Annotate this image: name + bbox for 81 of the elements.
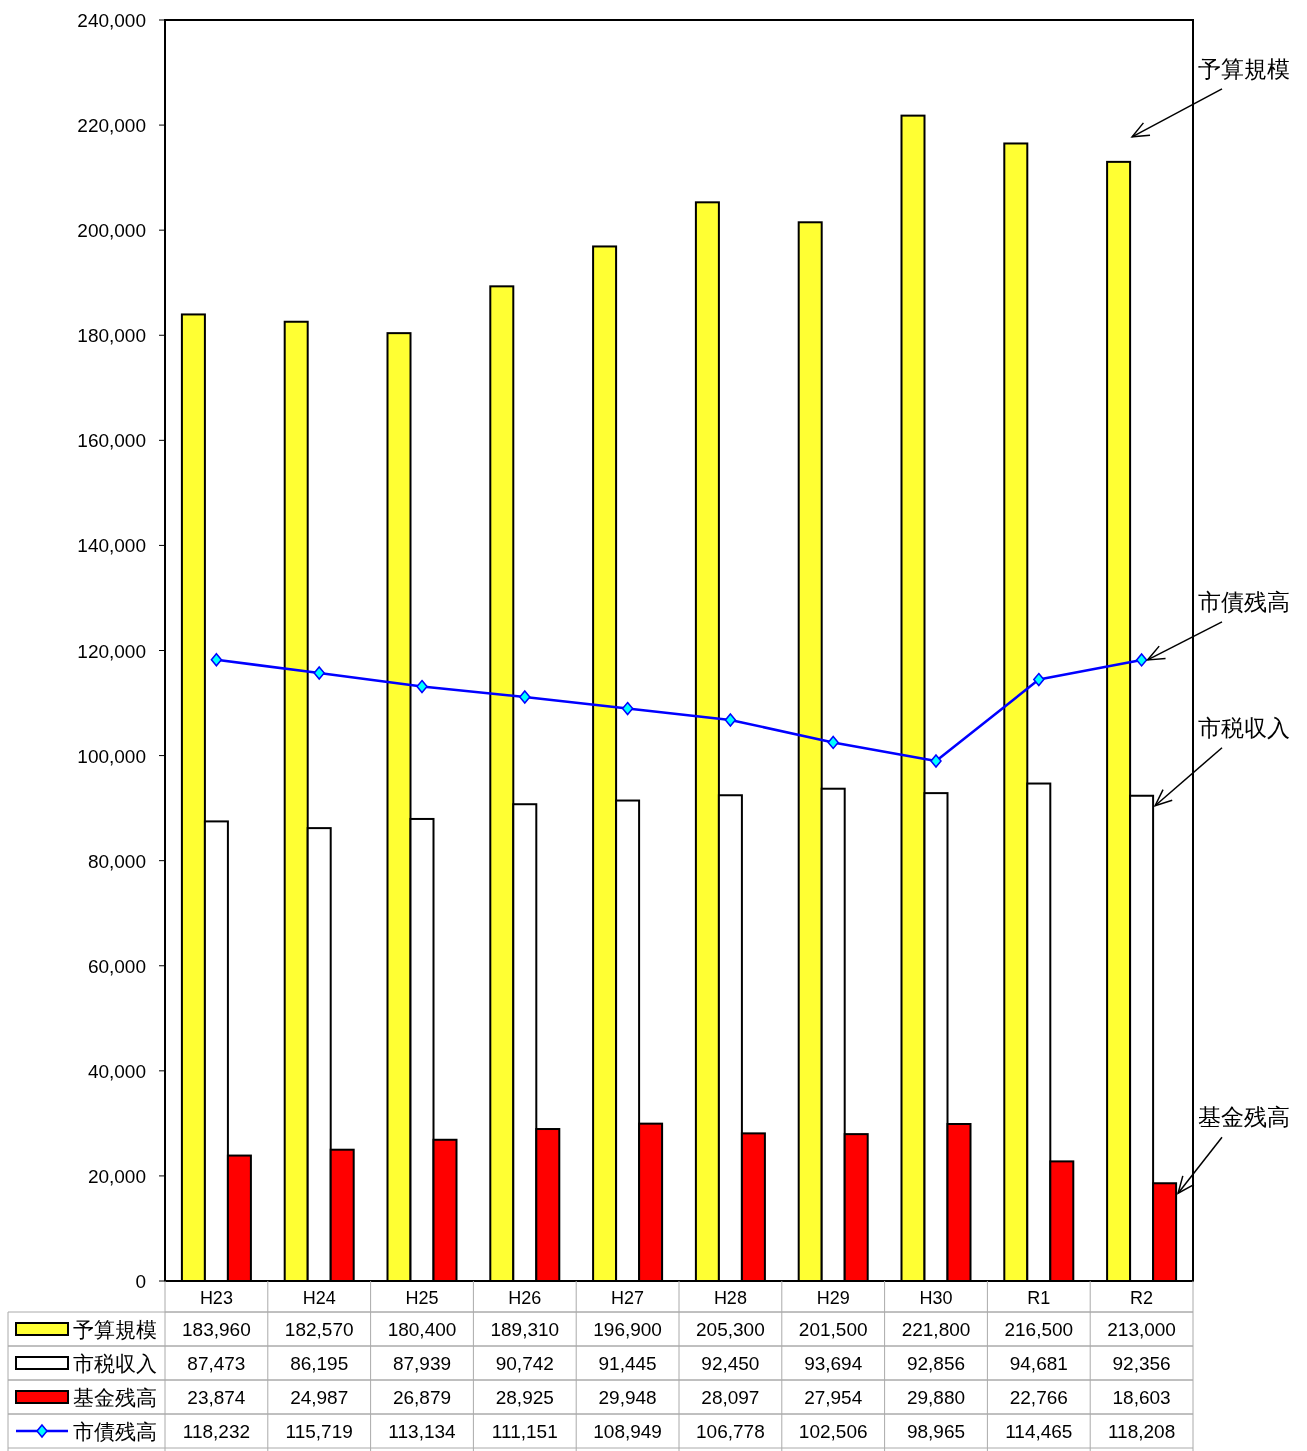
point [827,735,839,750]
data-label: 114,465 [1005,1421,1073,1442]
data-label: 221,800 [901,1319,971,1340]
data-label: 98,965 [906,1421,966,1442]
y-tick-label: 220,000 [77,115,146,137]
data-label: 189,310 [490,1319,560,1340]
data-label: 86,195 [290,1353,349,1374]
x-tick-label: H28 [713,1288,747,1308]
x-tick-label: H23 [199,1288,233,1308]
x-tick-label: H30 [919,1288,953,1308]
point [519,690,531,704]
y-tick-label: 160,000 [77,430,146,452]
data-label: 118,208 [1107,1421,1176,1442]
legend-label: 予算規模 [73,1318,157,1341]
legend-label: 市債残高 [73,1420,157,1443]
y-tick-label: 60,000 [87,955,146,977]
y-tick-label: 120,000 [77,640,146,662]
data-label: 87,473 [187,1353,246,1374]
data-label: 102,506 [798,1421,868,1442]
text: 市債残高 [1198,588,1290,615]
text: 市税収入 [1198,714,1290,741]
point [621,701,634,716]
data-label: 87,939 [392,1353,452,1374]
data-label: 213,000 [1107,1319,1176,1340]
x-tick-label: H24 [302,1288,336,1308]
data-label: 111,151 [491,1421,558,1442]
data-label: 94,681 [1009,1353,1068,1374]
y-tick-label: 80,000 [87,850,146,872]
text: 基金残高 [1198,1104,1290,1131]
data-label: 29,880 [906,1387,966,1408]
y-tick-label: 200,000 [77,220,146,242]
data-label: 183,960 [182,1319,251,1340]
point [1135,653,1148,667]
data-label: 108,949 [593,1421,662,1442]
data-label: 23,874 [187,1387,246,1408]
y-tick-label: 40,000 [87,1060,146,1082]
y-tick-label: 100,000 [77,745,146,767]
data-label: 26,879 [392,1387,452,1408]
text: 予算規模 [1198,55,1290,82]
data-label: 106,778 [696,1421,765,1442]
data-label: 28,097 [701,1387,760,1408]
data-label: 201,500 [798,1319,868,1340]
data-label: 180,400 [387,1319,457,1340]
point [724,713,737,727]
legend-label: 基金残高 [73,1386,157,1409]
y-tick-label: 180,000 [77,325,146,347]
data-label: 196,900 [593,1319,662,1340]
legend-label: 市税収入 [73,1352,157,1375]
point [1033,672,1045,687]
data-label: 29,948 [598,1387,657,1408]
data-label: 205,300 [696,1319,765,1340]
data-label: 92,450 [701,1353,760,1374]
x-tick-label: H29 [816,1288,850,1308]
data-label: 91,445 [598,1353,657,1374]
data-label: 24,987 [290,1387,349,1408]
data-label: 92,356 [1112,1353,1171,1374]
y-tick-label: 140,000 [77,535,146,557]
x-tick-label: H26 [508,1288,542,1308]
data-label: 118,232 [182,1421,251,1442]
data-label: 113,134 [388,1421,457,1442]
y-tick-label: 0 [135,1271,146,1292]
data-label: 216,500 [1004,1319,1074,1340]
data-label: 115,719 [285,1421,353,1442]
x-tick-label: H25 [405,1288,439,1308]
x-tick-label: R2 [1130,1288,1154,1308]
y-tick-label: 20,000 [87,1165,146,1187]
data-label: 18,603 [1112,1387,1171,1408]
data-label: 182,570 [284,1319,354,1340]
data-label: 28,925 [495,1387,554,1408]
point [416,679,428,694]
data-label: 22,766 [1009,1387,1068,1408]
data-label: 92,856 [906,1353,966,1374]
x-tick-label: H27 [611,1288,645,1308]
data-label: 90,742 [495,1353,554,1374]
point [313,666,325,680]
data-label: 93,694 [804,1353,863,1374]
point [210,653,223,667]
point [930,754,942,768]
y-tick-label: 240,000 [77,10,146,31]
x-tick-label: R1 [1027,1288,1051,1308]
data-label: 27,954 [804,1387,863,1408]
